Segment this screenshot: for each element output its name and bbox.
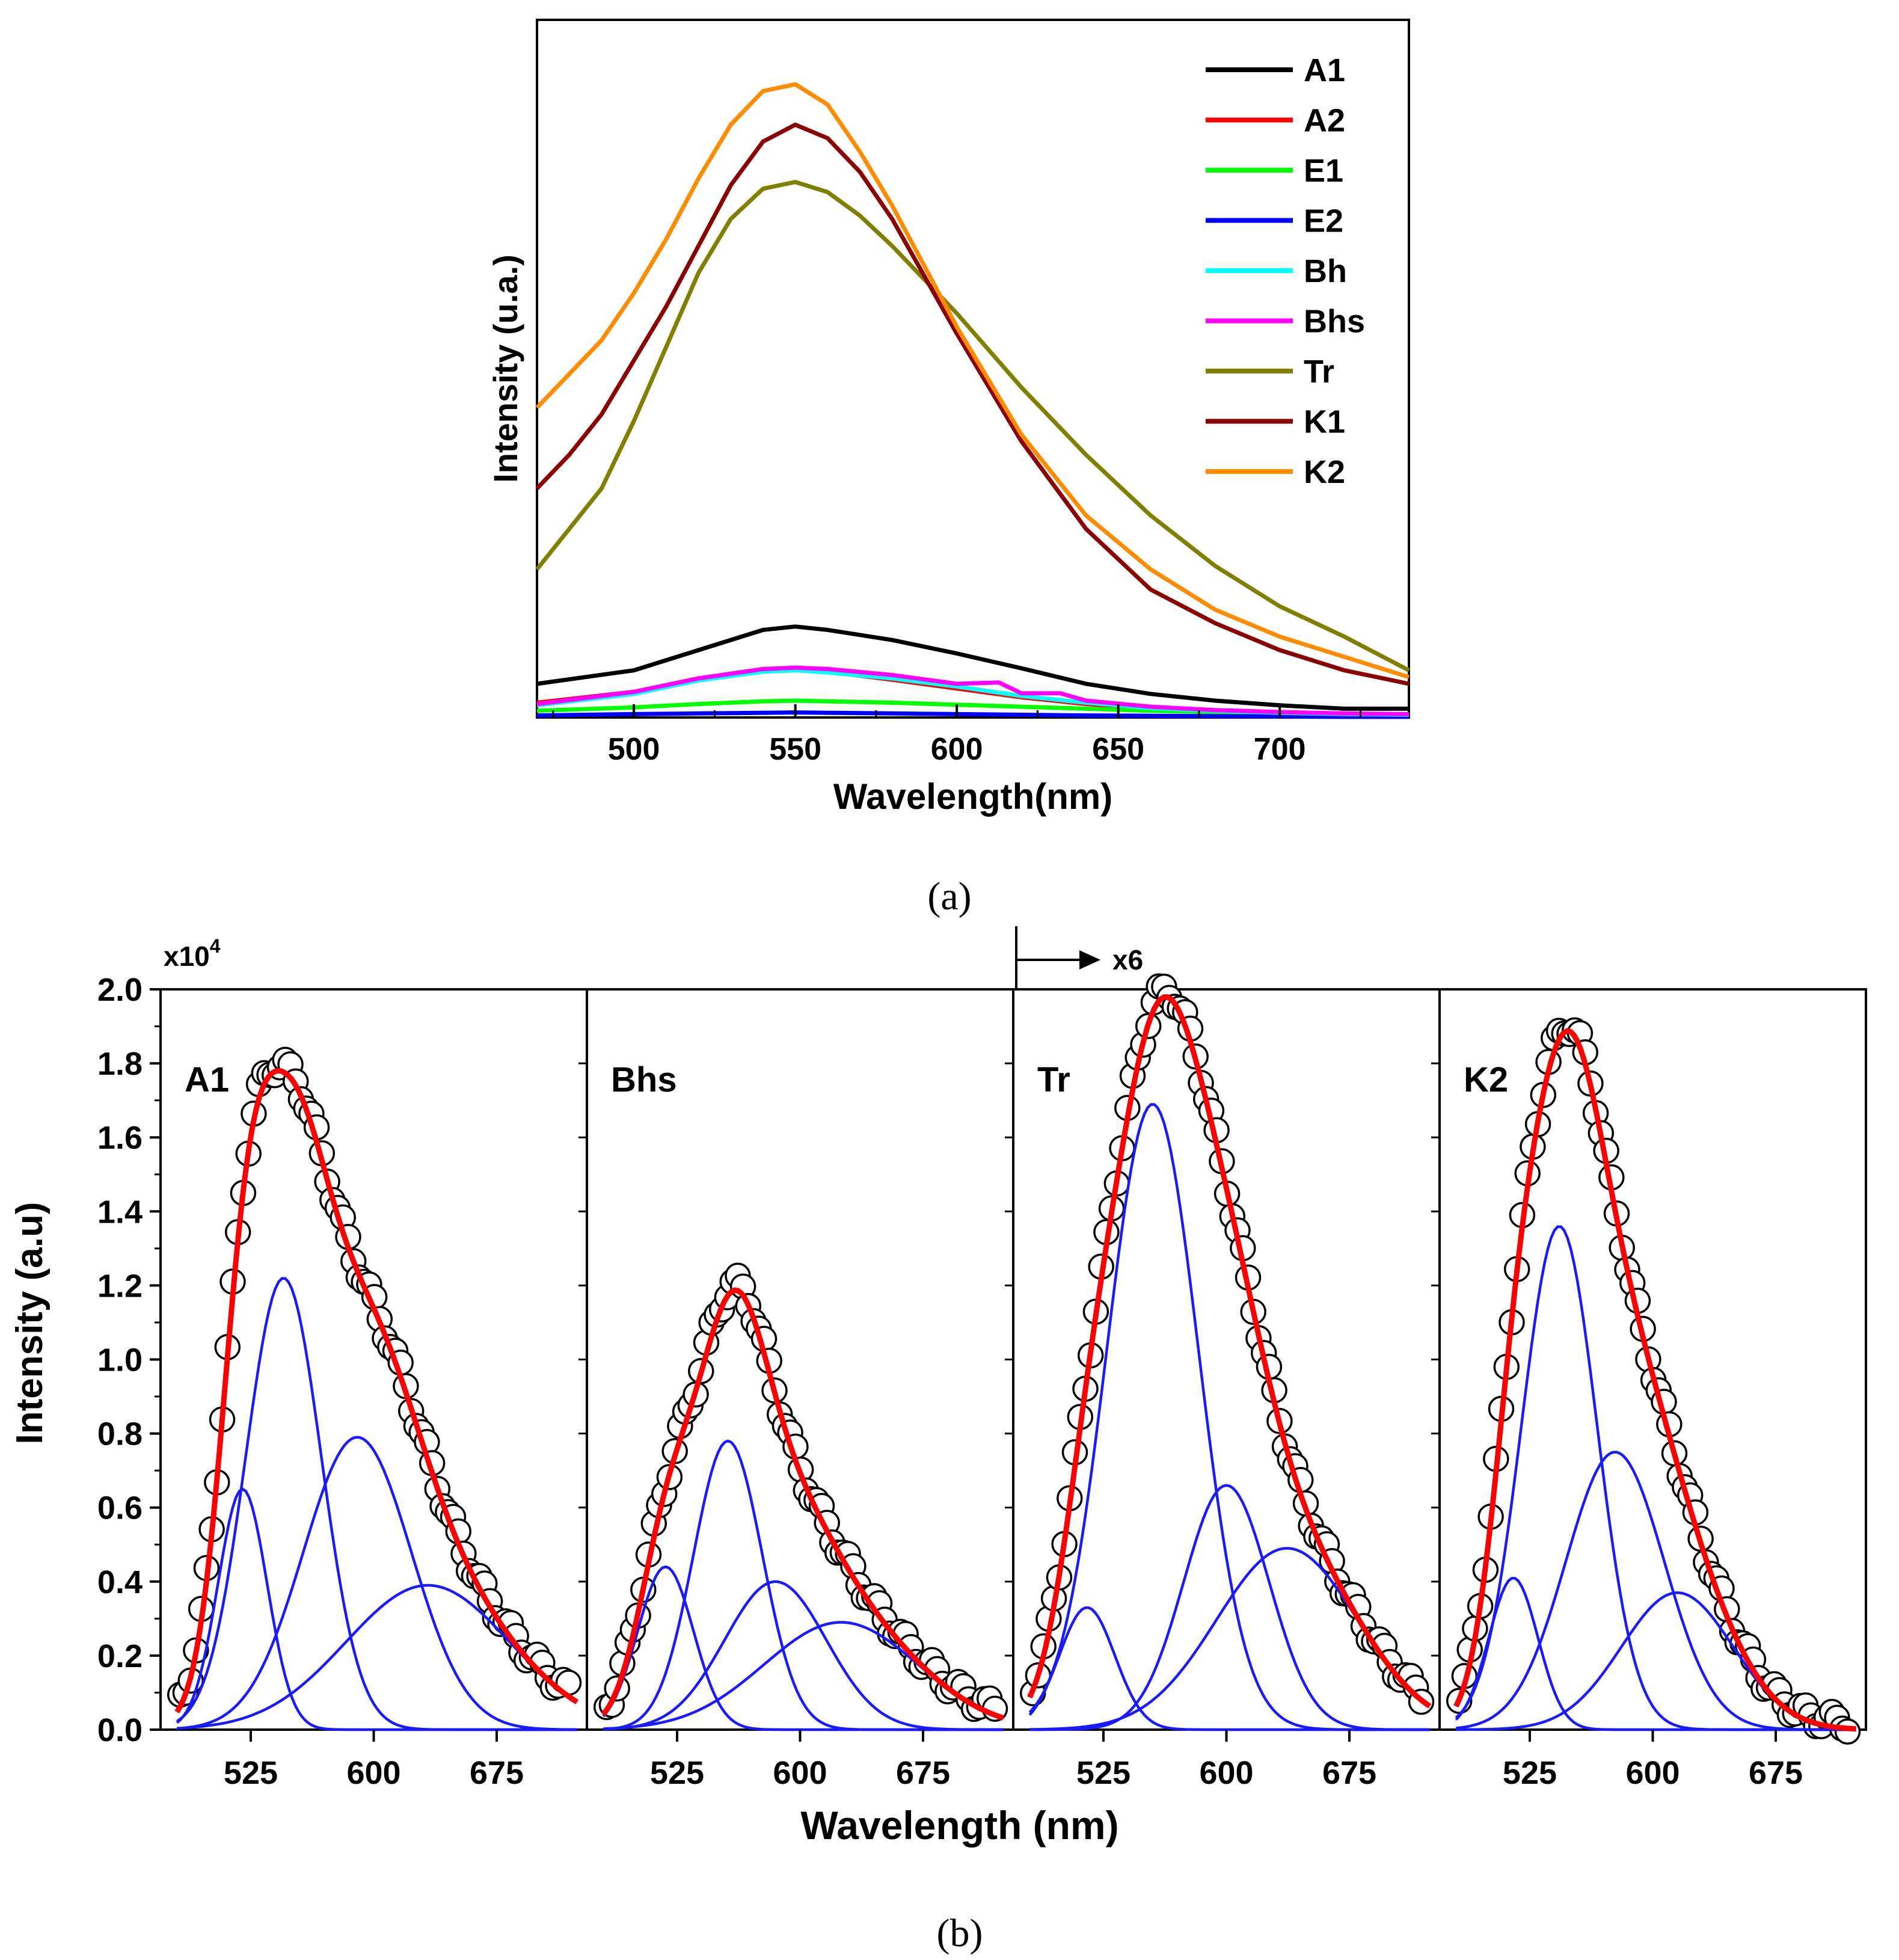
component-curve-2: [1028, 1103, 1430, 1731]
component-curve-3: [603, 1580, 1004, 1731]
x-tick-label: 600: [1199, 1755, 1253, 1791]
y-tick-label: 1.6: [97, 1120, 143, 1156]
x-tick-label: 525: [1503, 1755, 1557, 1791]
y-tick-label: 0.6: [97, 1490, 143, 1526]
y-tick-label: 2.0: [97, 972, 143, 1008]
x-tick-label: 525: [650, 1755, 704, 1791]
subpanel-frame: [586, 988, 1014, 1731]
subpanel-tr: Tr 525 600 675: [1005, 973, 1441, 1791]
caption-a: (a): [927, 874, 971, 918]
panel-a-y-axis-label: Intensity (u.a.): [486, 254, 524, 483]
legend-label-tr: Tr: [1304, 354, 1334, 390]
legend-label-e2: E2: [1304, 203, 1343, 239]
fit-curve: [601, 1287, 1005, 1721]
series-line-a2: [536, 668, 1410, 718]
subpanel-a1: A1 525 600 675: [159, 988, 588, 1791]
x-tick-label: 600: [773, 1755, 827, 1791]
series-line-bhs: [536, 665, 1410, 716]
subpanel-label: Bhs: [611, 1060, 677, 1099]
y-tick-label: 1.8: [97, 1046, 143, 1082]
x-tick-label: 650: [1092, 732, 1144, 767]
x-tick-label: 525: [1076, 1755, 1131, 1791]
panel-b-subpanels: A1 525 600 675 Bhs 525 600 675 Tr 525 600 675 K2 525 6…: [159, 973, 1867, 1791]
scale-note: x6: [1112, 944, 1143, 975]
legend-label-k1: K1: [1304, 404, 1345, 440]
y-multiplier-base: x10: [164, 941, 210, 972]
subpanel-label: A1: [185, 1060, 229, 1099]
data-point: [1834, 1718, 1861, 1745]
component-curve-3: [177, 1436, 577, 1731]
subpanel-k2: K2 525 600 675: [1431, 988, 1867, 1791]
fit-curve: [174, 1068, 579, 1713]
panel-b-chart: A1 525 600 675 Bhs 525 600 675 Tr 525 600 675 K2 525 6…: [9, 926, 1867, 1848]
y-tick-label: 0.8: [97, 1416, 143, 1452]
y-multiplier-exponent: 4: [210, 935, 221, 957]
x-tick-label: 700: [1254, 732, 1306, 767]
x-tick-label: 675: [896, 1755, 950, 1791]
series-line-tr: [535, 180, 1410, 672]
component-curve-2: [176, 1277, 577, 1731]
series-line-a1: [536, 624, 1409, 711]
x-tick-label: 675: [1322, 1755, 1376, 1791]
legend-label-e1: E1: [1304, 153, 1343, 189]
panel-b-x-axis-label: Wavelength (nm): [800, 1803, 1118, 1848]
y-tick-label: 0.0: [97, 1712, 143, 1748]
caption-b: (b): [937, 1911, 983, 1955]
x-tick-label: 675: [470, 1755, 524, 1791]
x-tick-label: 550: [769, 732, 821, 767]
y-tick-label: 1.0: [97, 1342, 143, 1378]
fit-curve: [1453, 1028, 1856, 1732]
series-line-k1: [535, 122, 1410, 686]
subpanel-label: K2: [1464, 1060, 1508, 1099]
panel-a-chart: 500 550 600 650 700 Wavelength(nm) Intensity…: [486, 19, 1410, 817]
y-tick-label: 1.2: [97, 1268, 143, 1304]
x-tick-label: 500: [608, 732, 660, 767]
panel-a-series: [535, 82, 1410, 719]
y-tick-label: 0.2: [97, 1638, 143, 1674]
component-curve-3: [1456, 1451, 1856, 1731]
component-curve-4: [177, 1584, 578, 1730]
legend-label-a2: A2: [1304, 103, 1345, 139]
panel-a-legend: A1 A2 E1 E2 Bh Bhs Tr K1 K2: [1206, 52, 1365, 490]
panel-b-y-multiplier: x104: [164, 935, 221, 972]
legend-label-bh: Bh: [1304, 253, 1347, 289]
scale-arrow-icon: [1079, 950, 1100, 969]
x-tick-label: 675: [1749, 1755, 1803, 1791]
subpanel-label: Tr: [1037, 1060, 1070, 1099]
y-tick-label: 1.4: [97, 1194, 143, 1230]
panel-b-y-ticks: 0.0 0.2 0.4 0.6 0.8 1.0 1.2 1.4 1.6 1.8 2.0: [97, 972, 161, 1748]
fit-curve: [1027, 994, 1432, 1709]
panel-a-x-axis-label: Wavelength(nm): [833, 776, 1112, 817]
panel-b-y-axis-label: Intensity (a.u): [9, 1202, 51, 1444]
x-tick-label: 525: [224, 1755, 278, 1791]
legend-label-a1: A1: [1304, 52, 1345, 88]
panel-a-x-ticks: 500 550 600 650 700: [552, 704, 1361, 767]
legend-label-bhs: Bhs: [1304, 304, 1365, 340]
series-line-k2: [535, 82, 1410, 680]
legend-label-k2: K2: [1304, 454, 1345, 490]
x-tick-label: 600: [346, 1755, 400, 1791]
x-tick-label: 600: [1625, 1755, 1680, 1791]
subpanel-bhs: Bhs 525 600 675: [578, 988, 1014, 1791]
component-curve-3: [1029, 1484, 1430, 1731]
panel-a-frame: [536, 19, 1410, 719]
subpanel-frame: [1012, 988, 1441, 1731]
y-tick-label: 0.4: [97, 1564, 143, 1600]
x-tick-label: 600: [931, 732, 983, 767]
